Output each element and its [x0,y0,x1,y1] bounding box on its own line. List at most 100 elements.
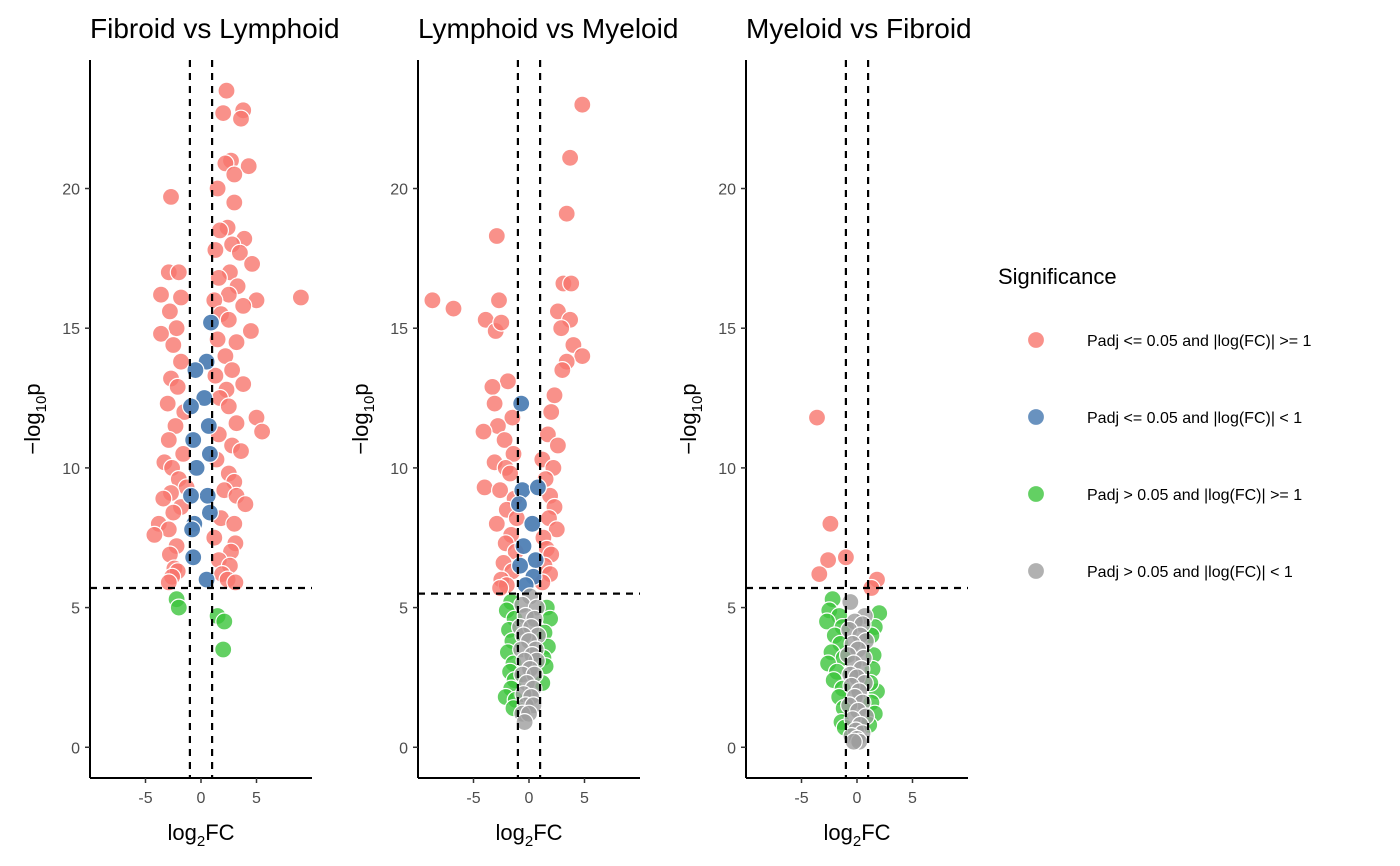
data-point-sig-fc [552,319,571,338]
data-point-sig-fc [562,274,581,293]
y-tick-label: 5 [71,601,80,618]
y-tick-label: 20 [62,182,80,199]
data-point-sig-nofc [183,520,202,539]
x-tick-label: -5 [466,790,480,807]
data-point-sig-fc [169,263,188,282]
data-point-sig-nofc [526,550,545,570]
x-axis-label: log2FC [823,820,890,850]
points-layer [807,408,889,751]
data-point-sig-fc [573,347,592,366]
x-axis-label: log2FC [495,820,562,850]
x-tick-label: 5 [908,790,917,807]
panel-3: Myeloid vs Fibroid 0 5 10 15 20 -5 0 5 log2FC −log… [676,13,972,850]
data-point-sig-fc [542,402,561,422]
legend-swatch [1026,561,1046,581]
data-point-sig-fc [225,514,244,533]
data-point-sig-fc [210,221,229,240]
data-point-sig-fc [487,226,506,246]
data-point-sig-fc [504,444,523,463]
x-tick-label: 5 [580,790,589,807]
data-point-sig-fc [208,179,227,198]
data-point-sig-fc [253,422,272,441]
data-point-nosig-fc [169,598,188,617]
y-tick-label: 15 [390,321,408,338]
y-axis-label: −log10p [676,383,706,454]
data-point-sig-fc [234,296,253,315]
y-tick-label: 15 [718,321,736,338]
y-tick-label: 5 [727,601,736,618]
data-point-sig-fc [547,520,566,539]
data-point-sig-fc [236,495,255,514]
data-point-sig-fc [159,430,178,450]
data-point-sig-fc [209,268,228,287]
data-point-sig-nofc [181,486,201,505]
points-layer [423,95,592,732]
data-point-sig-fc [807,408,827,427]
legend: Significance Padj <= 0.05 and |log(FC)| >… [998,264,1312,581]
x-tick-label: -5 [138,790,152,807]
data-point-sig-fc [161,187,181,206]
data-point-sig-fc [164,335,183,355]
y-tick-label: 0 [71,740,80,757]
data-point-sig-fc [498,372,517,391]
data-point-sig-nofc [510,556,530,575]
data-point-sig-fc [168,377,187,396]
data-point-sig-fc [160,302,179,321]
legend-title: Significance [998,264,1117,289]
data-point-sig-fc [227,414,246,433]
data-point-sig-fc [548,436,568,455]
data-point-sig-fc [475,478,494,497]
panel-title: Myeloid vs Fibroid [746,13,972,44]
panel-2: Lymphoid vs Myeloid 0 5 10 15 20 -5 0 5 log2FC −lo… [348,13,678,850]
data-point-sig-fc [219,397,238,416]
data-point-nosig-nofc [844,732,863,751]
data-point-sig-fc [444,299,463,318]
data-point-sig-fc [208,330,227,349]
data-point-sig-nofc [200,503,219,522]
data-point-sig-fc [489,291,509,310]
y-tick-label: 15 [62,321,80,338]
data-point-sig-nofc [200,444,219,463]
data-point-sig-fc [818,550,838,570]
data-point-sig-fc [223,361,242,380]
data-point-sig-fc [164,503,183,522]
data-point-sig-fc [171,288,191,307]
data-point-sig-fc [231,109,251,128]
y-tick-label: 20 [390,182,408,199]
data-point-sig-fc [154,489,173,508]
data-point-sig-fc [225,165,244,184]
data-point-sig-nofc [514,536,533,556]
data-point-sig-fc [167,319,186,338]
data-point-sig-fc [501,464,520,483]
points-layer [145,81,310,659]
x-tick-label: 5 [252,790,261,807]
data-point-sig-fc [553,361,572,380]
y-axis-label: −log10p [20,383,50,454]
data-point-sig-fc [151,324,171,343]
data-point-sig-nofc [198,486,217,505]
data-point-sig-fc [474,422,493,441]
data-point-sig-fc [492,313,511,332]
data-point-sig-nofc [197,570,216,589]
data-point-sig-fc [227,333,246,352]
data-point-sig-nofc [512,394,531,413]
x-tick-label: 0 [525,790,534,807]
data-point-sig-fc [503,408,522,427]
data-point-sig-fc [230,243,249,262]
panel-1: Fibroid vs Lymphoid 0 5 10 15 20 -5 0 5 log2FC −lo… [20,13,340,850]
data-point-sig-fc [573,95,592,114]
legend-label: Padj <= 0.05 and |log(FC)| >= 1 [1087,333,1312,350]
data-point-sig-fc [560,148,580,167]
data-point-nosig-fc [215,612,234,631]
data-point-sig-fc [491,481,510,500]
data-point-nosig-nofc [515,712,534,732]
y-tick-label: 10 [390,461,408,478]
data-point-sig-fc [158,394,177,413]
data-point-sig-nofc [187,458,206,477]
data-point-sig-fc [205,528,224,547]
legend-swatch [1026,407,1046,427]
data-point-sig-fc [810,564,829,584]
y-tick-label: 20 [718,182,736,199]
data-point-sig-nofc [528,478,548,497]
data-point-sig-fc [159,573,178,592]
